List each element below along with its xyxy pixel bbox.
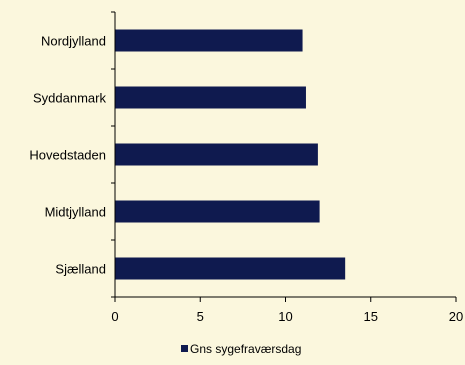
legend-label: Gns sygefraværsdag bbox=[190, 342, 301, 356]
category-label: Sjælland bbox=[55, 262, 106, 277]
x-tick-label: 10 bbox=[278, 309, 292, 324]
category-label: Syddanmark bbox=[33, 91, 106, 106]
category-label: Nordjylland bbox=[41, 34, 106, 49]
legend-swatch bbox=[181, 345, 188, 352]
x-tick-label: 0 bbox=[111, 309, 118, 324]
x-tick-label: 5 bbox=[197, 309, 204, 324]
category-label: Hovedstaden bbox=[29, 148, 106, 163]
labels-group: Nordjylland Syddanmark Hovedstaden Midtjyll… bbox=[29, 34, 463, 325]
bar-hovedstaden bbox=[115, 143, 318, 166]
bar-sjælland bbox=[115, 257, 346, 280]
x-tick-label: 20 bbox=[449, 309, 463, 324]
bar-syddanmark bbox=[115, 86, 306, 109]
category-label: Midtjylland bbox=[45, 205, 106, 220]
bar-midtjylland bbox=[115, 200, 320, 223]
legend: Gns sygefraværsdag bbox=[181, 342, 301, 356]
x-tick-label: 15 bbox=[364, 309, 378, 324]
bar-nordjylland bbox=[115, 29, 303, 52]
axes-group bbox=[111, 11, 457, 302]
bars-group bbox=[115, 29, 346, 280]
